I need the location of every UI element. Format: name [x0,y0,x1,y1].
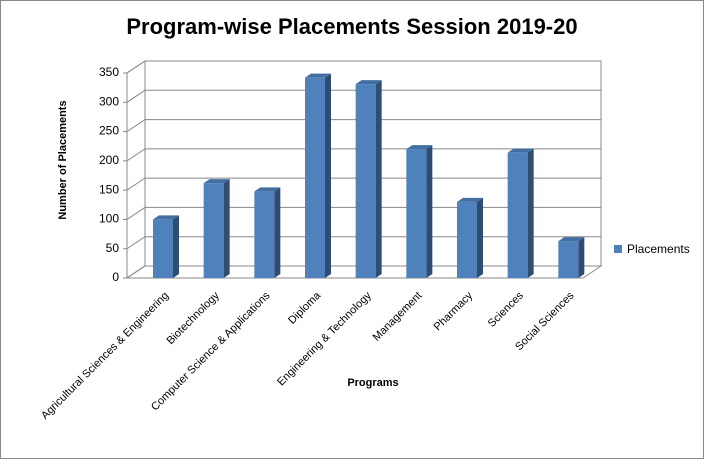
bar [153,219,173,278]
bar-top [355,80,382,85]
bar-side [477,197,483,278]
bar-side [578,237,585,278]
bar [457,201,477,278]
bar-top [406,145,433,150]
bar-top [507,148,534,153]
bar [305,77,325,278]
legend-swatch [614,245,622,253]
bar-top [153,215,179,220]
bar [203,183,224,278]
bar [355,84,376,278]
y-tick-label: 50 [106,241,120,255]
grid-line [126,148,601,162]
legend-label: Placements [627,242,690,256]
bar-side [274,187,281,278]
bar [558,241,579,278]
bar-side [375,80,382,278]
y-tick-label: 350 [99,65,119,79]
bar-side [527,148,534,278]
y-tick-label: 250 [99,124,119,138]
bar-side [223,179,230,278]
grid-line [126,119,601,132]
y-axis-title: Number of Placements [57,100,69,219]
grid-line [126,60,601,74]
y-tick-label: 300 [99,94,119,108]
grid-line [126,89,601,103]
bar [507,152,528,278]
grid-line [126,236,601,250]
bar-side [325,73,331,278]
grid-line [126,206,601,220]
bar [406,149,427,278]
y-tick-label: 100 [99,212,119,226]
grid-line [126,265,601,279]
y-tick-label: 0 [112,270,119,284]
y-tick-label: 150 [99,182,119,196]
y-tick-label: 200 [99,153,119,167]
bar [254,191,275,278]
bar-top [254,187,281,192]
side-wall [126,60,146,279]
bar-top [457,197,483,202]
bar-top [305,73,331,78]
bar-side [173,215,179,278]
grid-line [126,177,601,191]
bar-top [558,237,585,242]
bar-top [203,179,230,184]
x-axis-title: Programs [347,377,398,389]
chart-title: Program-wise Placements Session 2019-20 [126,14,577,39]
bar-side [426,145,433,278]
